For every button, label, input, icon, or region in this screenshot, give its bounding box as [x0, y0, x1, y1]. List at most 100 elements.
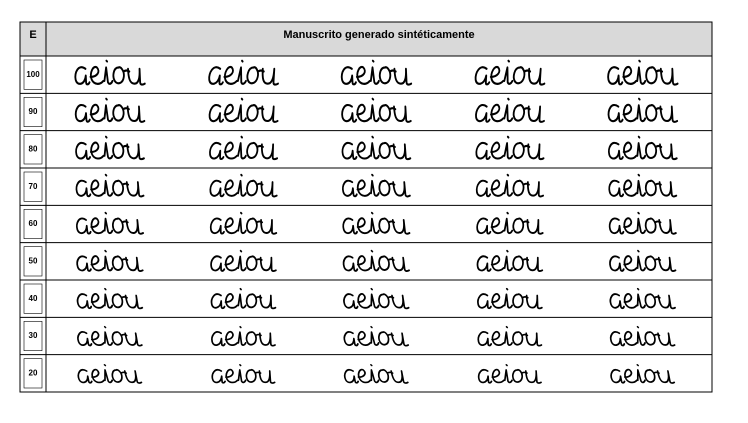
handwriting-stroke [623, 330, 638, 346]
handwriting-stroke [659, 143, 678, 161]
handwriting-stroke [636, 363, 646, 384]
handwriting-stroke [237, 173, 247, 197]
handwriting-sample [342, 211, 411, 235]
handwriting-stroke [390, 370, 409, 384]
handwriting-stroke [357, 330, 372, 346]
handwriting-stroke [656, 370, 676, 384]
handwriting-stroke [236, 59, 247, 85]
handwriting-stroke [491, 330, 505, 346]
handwriting-stroke [503, 173, 514, 197]
handwriting-sample [476, 211, 544, 235]
handwriting-stroke [103, 249, 114, 272]
handwriting-sample [608, 173, 678, 198]
handwriting-stroke [526, 256, 544, 273]
handwriting-stroke [477, 293, 492, 310]
handwriting-stroke [125, 218, 144, 235]
handwriting-stroke [369, 59, 380, 85]
handwriting-stroke [259, 294, 277, 310]
handwriting-stroke [237, 97, 247, 123]
handwriting-sample [76, 249, 144, 273]
handwriting-stroke [370, 287, 380, 309]
handwriting-stroke [527, 143, 545, 161]
handwriting-sample [342, 173, 411, 198]
handwriting-stroke [260, 181, 278, 198]
handwriting-stroke [76, 293, 93, 310]
handwriting-stroke [503, 211, 514, 235]
header-row [19, 21, 713, 57]
handwriting-sample [77, 363, 143, 384]
handwriting-stroke [609, 331, 626, 347]
handwriting-stroke [525, 294, 543, 310]
handwriting-stroke [125, 256, 144, 273]
handwriting-sample [343, 325, 410, 347]
handwriting-stroke [390, 332, 410, 347]
handwriting-stroke [127, 67, 146, 86]
handwriting-stroke [76, 255, 92, 272]
handwriting-sample [476, 249, 544, 273]
handwriting-stroke [370, 135, 380, 160]
handwriting-stroke [658, 181, 678, 198]
handwriting-stroke [126, 105, 146, 123]
handwriting-stroke [476, 255, 492, 272]
handwriting-stroke [392, 181, 411, 198]
handwriting-stroke [342, 179, 358, 198]
handwriting-stroke [225, 368, 239, 384]
handwriting-stroke [526, 218, 544, 235]
handwriting-sample [209, 211, 278, 235]
row-label-box [23, 321, 43, 351]
handwriting-stroke [475, 104, 491, 123]
handwriting-stroke [525, 332, 543, 347]
handwriting-stroke [503, 287, 513, 309]
handwriting-sample [474, 59, 546, 86]
handwriting-stroke [490, 141, 505, 160]
corner-label: E [29, 29, 36, 41]
handwriting-stroke [237, 249, 247, 272]
handwriting-stroke [370, 325, 380, 346]
handwriting-stroke [608, 141, 624, 160]
row-label-box [23, 97, 43, 127]
row-label-box [23, 209, 43, 239]
handwriting-stroke [525, 370, 542, 384]
handwriting-stroke [260, 143, 279, 161]
handwriting-stroke [211, 331, 226, 347]
handwriting-sample [76, 211, 144, 235]
handwriting-stroke [209, 179, 225, 198]
handwriting-stroke [528, 67, 546, 86]
row-label: 80 [29, 144, 38, 153]
handwriting-sample [609, 325, 676, 347]
handwriting-stroke [224, 330, 239, 346]
handwriting-stroke [211, 369, 226, 384]
handwriting-stroke [636, 249, 646, 272]
handwriting-sample [211, 325, 276, 347]
handwriting-sample [477, 287, 543, 310]
handwriting-stroke [208, 104, 225, 123]
handwriting-sample [608, 135, 678, 161]
row-label-box [23, 358, 43, 389]
row-label-box [23, 171, 43, 202]
handwriting-stroke [370, 211, 380, 235]
handwriting-stroke [370, 249, 380, 272]
row-label-box [23, 134, 43, 165]
handwriting-stroke [356, 217, 371, 235]
handwriting-stroke [475, 179, 492, 198]
handwriting-stroke [77, 331, 93, 347]
handwriting-stroke [342, 255, 359, 272]
handwriting-stroke [503, 59, 514, 85]
handwriting-stroke [76, 217, 92, 235]
handwriting-stroke [476, 217, 492, 235]
handwriting-stroke [91, 368, 105, 384]
handwriting-stroke [477, 331, 493, 347]
handwriting-stroke [124, 332, 143, 347]
handwriting-stroke [223, 103, 238, 123]
handwriting-sample [477, 363, 542, 384]
handwriting-stroke [659, 105, 679, 123]
handwriting-sample [477, 325, 543, 347]
handwriting-stroke [259, 256, 277, 273]
handwriting-stroke [393, 105, 412, 123]
handwriting-stroke [343, 331, 359, 347]
handwriting-stroke [75, 179, 92, 198]
handwriting-stroke [237, 135, 247, 160]
handwriting-stroke [126, 143, 145, 161]
handwriting-stroke [89, 65, 105, 85]
handwriting-stroke [659, 67, 679, 86]
